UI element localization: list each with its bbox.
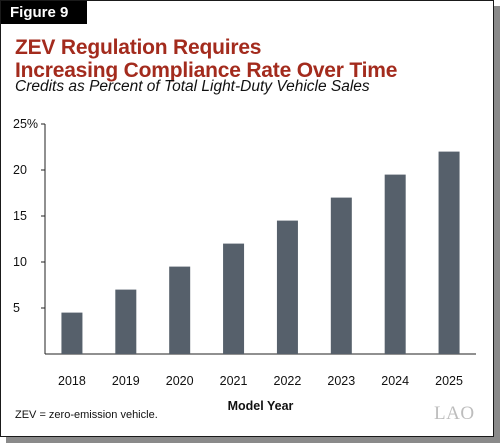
bar-chart: 5 10 15 20 25% 2018 2019 2020 2021 2022 2023 2024 20… — [13, 117, 476, 413]
bar — [169, 266, 191, 354]
chart-subtitle: Credits as Percent of Total Light-Duty V… — [15, 78, 370, 95]
x-tick-label: 2022 — [274, 374, 302, 388]
y-tick-label: 25% — [13, 117, 38, 131]
x-tick-label: 2021 — [220, 374, 248, 388]
y-tick-label: 15 — [13, 209, 27, 223]
footnote: ZEV = zero-emission vehicle. — [15, 409, 158, 421]
x-tick-label: 2020 — [166, 374, 194, 388]
x-tick-label: 2019 — [112, 374, 140, 388]
y-tick-label: 10 — [13, 255, 27, 269]
bar — [223, 243, 245, 354]
bar — [276, 220, 298, 354]
lao-logo: LAO — [434, 403, 475, 424]
bar — [61, 312, 83, 354]
figure-label: Figure 9 — [1, 1, 87, 24]
y-tick-label: 20 — [13, 163, 27, 177]
figure-frame: Figure 9 ZEV Regulation Requires Increas… — [0, 0, 494, 437]
x-tick-label: 2023 — [327, 374, 355, 388]
bar — [115, 289, 137, 354]
frame-shadow-bottom — [6, 437, 500, 443]
bar — [330, 197, 352, 354]
x-tick-label: 2018 — [58, 374, 86, 388]
x-tick-label: 2025 — [435, 374, 463, 388]
y-tick-label: 5 — [13, 301, 20, 315]
chart-title: ZEV Regulation Requires Increasing Compl… — [15, 36, 398, 82]
bar — [384, 174, 406, 354]
x-tick-label: 2024 — [381, 374, 409, 388]
frame-shadow-right — [494, 6, 500, 443]
bar — [438, 151, 460, 354]
x-axis-title: Model Year — [228, 399, 294, 413]
